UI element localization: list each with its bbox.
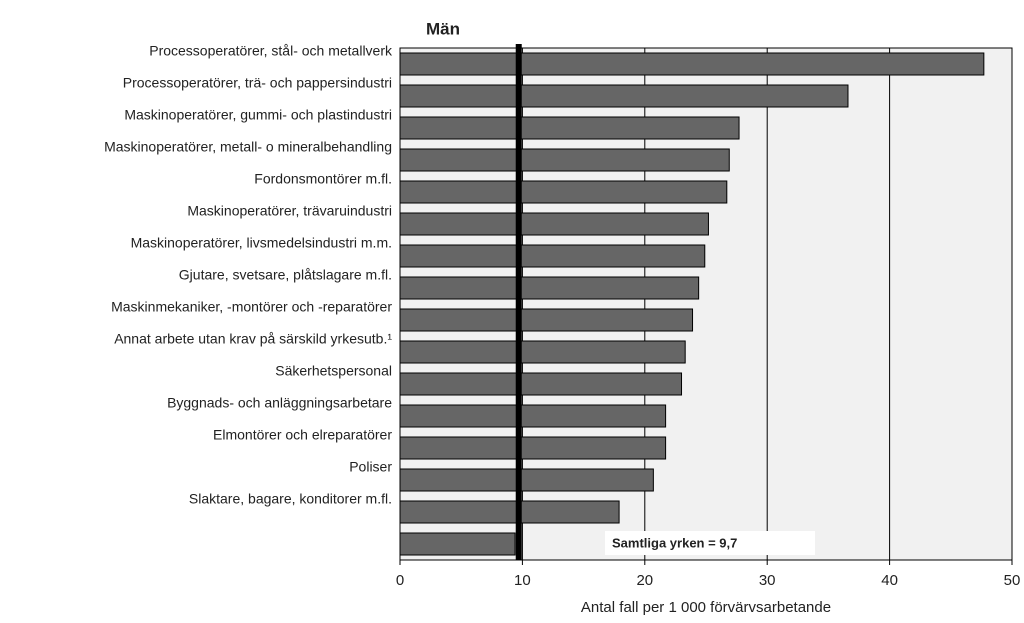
y-tick-label: Maskinoperatörer, gummi- och plastindust…	[124, 107, 392, 123]
bar	[399, 404, 667, 428]
bar	[399, 500, 620, 524]
bar	[399, 244, 706, 268]
y-tick-label: Maskinmekaniker, -montörer och -reparatö…	[111, 299, 392, 315]
y-tick-label: Annat arbete utan krav på särskild yrkes…	[114, 331, 392, 347]
x-tick-label: 50	[1004, 572, 1021, 589]
x-axis-label: Antal fall per 1 000 förvärvsarbetande	[581, 599, 831, 616]
bar	[399, 180, 728, 204]
x-tick-label: 40	[881, 572, 898, 589]
bar	[399, 84, 849, 108]
bar	[399, 276, 700, 300]
y-tick-label: Processoperatörer, stål- och metallverk	[149, 43, 393, 59]
bar	[399, 148, 730, 172]
y-tick-label: Fordonsmontörer m.fl.	[254, 171, 392, 187]
annotation-box	[605, 531, 815, 555]
y-tick-label: Maskinoperatörer, livsmedelsindustri m.m…	[131, 235, 392, 251]
bar	[399, 532, 516, 556]
y-tick-label: Byggnads- och anläggningsarbetare	[167, 395, 392, 411]
y-tick-label: Gjutare, svetsare, plåtslagare m.fl.	[179, 267, 392, 283]
y-tick-label: Maskinoperatörer, trävaruindustri	[187, 203, 392, 219]
x-tick-label: 30	[759, 572, 776, 589]
x-tick-label: 0	[396, 572, 404, 589]
y-tick-label: Poliser	[349, 459, 392, 475]
bar	[399, 340, 686, 364]
y-tick-label: Säkerhetspersonal	[275, 363, 392, 379]
bar	[399, 372, 683, 396]
y-tick-label: Processoperatörer, trä- och pappersindus…	[123, 75, 392, 91]
y-tick-label: Slaktare, bagare, konditorer m.fl.	[189, 491, 392, 507]
bar	[399, 52, 985, 76]
bar	[399, 436, 667, 460]
x-tick-label: 20	[636, 572, 653, 589]
y-tick-label: Elmontörer och elreparatörer	[213, 427, 392, 443]
bar	[399, 212, 709, 236]
y-tick-label: Maskinoperatörer, metall- o mineralbehan…	[104, 139, 392, 155]
bar	[399, 116, 740, 140]
annotation: Samtliga yrken = 9,7	[612, 535, 737, 550]
bar	[399, 468, 654, 492]
chart-title: Män	[426, 19, 460, 38]
bar	[399, 308, 694, 332]
x-tick-label: 10	[514, 572, 531, 589]
